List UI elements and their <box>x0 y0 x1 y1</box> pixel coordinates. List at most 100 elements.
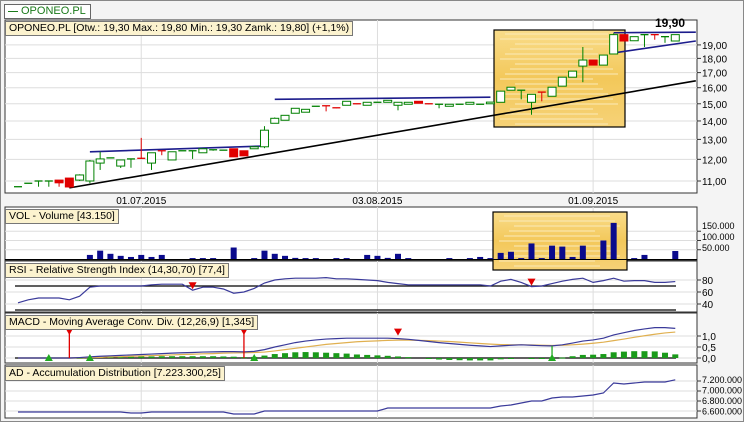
candle-up <box>85 160 95 182</box>
macd-signal-line <box>18 331 676 359</box>
ad-panel-title: AD - Accumulation Distribution [7.223.30… <box>5 366 225 381</box>
macd-histogram-bar <box>620 351 627 358</box>
macd-sell-signal <box>393 328 402 336</box>
candle-up <box>568 70 578 78</box>
volume-bar <box>333 258 340 259</box>
volume-bar <box>261 250 268 259</box>
ad-axis-tick-label: 7.000.000 <box>702 386 742 396</box>
candle-up <box>547 86 557 97</box>
candle-down <box>239 150 249 157</box>
ad-line <box>18 379 676 415</box>
macd-axis-tick-label: 0,0 <box>702 354 716 365</box>
macd-histogram-bar <box>158 356 165 358</box>
rsi-axis-tick-label: 60 <box>702 288 714 299</box>
volume-bar <box>466 258 473 259</box>
volume-bar <box>569 256 576 259</box>
macd-histogram-bar <box>333 353 340 358</box>
volume-bar <box>374 255 381 259</box>
macd-histogram-bar <box>590 354 597 358</box>
macd-histogram-bar <box>127 356 134 358</box>
candle-down <box>54 179 64 184</box>
candle-down <box>619 34 629 42</box>
max-price-label: 19,90 <box>655 16 685 30</box>
macd-histogram-bar <box>579 354 586 358</box>
volume-bar <box>138 254 145 259</box>
macd-histogram-bar <box>199 356 206 358</box>
trendline-blue <box>89 145 265 153</box>
macd-histogram-bar <box>631 351 638 358</box>
price-axis-tick-label: 12,00 <box>702 155 727 166</box>
volume-bar <box>127 256 134 259</box>
macd-histogram-bar <box>384 355 391 358</box>
trendline-blue <box>274 96 491 101</box>
volume-bar <box>282 255 289 259</box>
macd-histogram-bar <box>394 356 401 358</box>
trendline-black <box>69 80 696 189</box>
volume-bar <box>446 258 453 259</box>
volume-bar <box>405 258 412 259</box>
candle-up <box>362 101 372 106</box>
macd-histogram-bar <box>497 358 504 360</box>
macd-histogram-bar <box>292 352 299 358</box>
candle-up <box>444 103 454 107</box>
macd-histogram-bar <box>487 358 494 361</box>
volume-panel-title: VOL - Volume [43.150] <box>5 209 119 224</box>
macd-histogram-bar <box>169 356 176 358</box>
price-axis-tick-label: 19,00 <box>702 41 727 52</box>
candle-up <box>609 34 619 55</box>
volume-bar <box>230 247 237 259</box>
macd-histogram-bar <box>282 353 289 358</box>
candle-up <box>496 90 506 103</box>
candle-up <box>270 117 280 124</box>
macd-histogram-bar <box>405 357 412 359</box>
rsi-sell-signal <box>188 282 197 290</box>
macd-histogram-bar <box>477 358 484 361</box>
legend-line-icon <box>8 10 18 12</box>
legend-item-oponeo[interactable]: OPONEO.PL <box>4 4 91 19</box>
rsi-sell-signal <box>527 278 536 286</box>
candle-down <box>588 59 598 66</box>
volume-bar <box>477 256 484 259</box>
candle-up <box>301 108 311 113</box>
candle-up <box>280 114 290 121</box>
macd-buy-signal <box>250 354 259 361</box>
candle-up <box>629 36 639 42</box>
price-axis-tick-label: 16,00 <box>702 84 727 95</box>
volume-bar <box>610 222 617 259</box>
rsi-panel-title: RSI - Relative Strength Index (14,30,70)… <box>5 263 229 278</box>
rsi-axis-tick-label: 40 <box>702 300 714 311</box>
volume-bar <box>579 245 586 259</box>
macd-histogram-bar <box>343 353 350 358</box>
volume-bar <box>538 258 545 259</box>
volume-bar <box>199 258 206 259</box>
volume-bar <box>86 254 93 259</box>
macd-histogram-bar <box>662 352 669 358</box>
candle-up <box>75 174 85 181</box>
candle-up <box>403 101 413 105</box>
price-axis-tick-label: 11,00 <box>702 177 727 188</box>
candle-up <box>198 148 208 154</box>
candle-up <box>290 107 300 114</box>
macd-histogram-bar <box>302 352 309 358</box>
macd-histogram-bar <box>271 354 278 358</box>
macd-histogram-bar <box>466 358 473 361</box>
candle-up <box>147 152 157 164</box>
legend-label: OPONEO.PL <box>21 5 86 17</box>
volume-bar <box>364 254 371 259</box>
volume-bar <box>600 240 607 259</box>
date-axis-label: 01.09.2015 <box>568 196 618 207</box>
macd-histogram-bar <box>312 352 319 358</box>
macd-histogram-bar <box>600 354 607 358</box>
macd-histogram-bar <box>230 356 237 358</box>
macd-axis-tick-label: 1,0 <box>702 332 716 343</box>
volume-bar <box>384 257 391 259</box>
macd-histogram-bar <box>353 354 360 358</box>
macd-histogram-bar <box>210 356 217 358</box>
candle-down <box>229 148 239 158</box>
candle-up <box>342 100 352 106</box>
price-axis-tick-label: 18,00 <box>702 54 727 65</box>
macd-histogram-bar <box>446 358 453 360</box>
price-axis-tick-label: 13,00 <box>702 135 727 146</box>
macd-axis-tick-label: 0,5 <box>702 343 716 354</box>
